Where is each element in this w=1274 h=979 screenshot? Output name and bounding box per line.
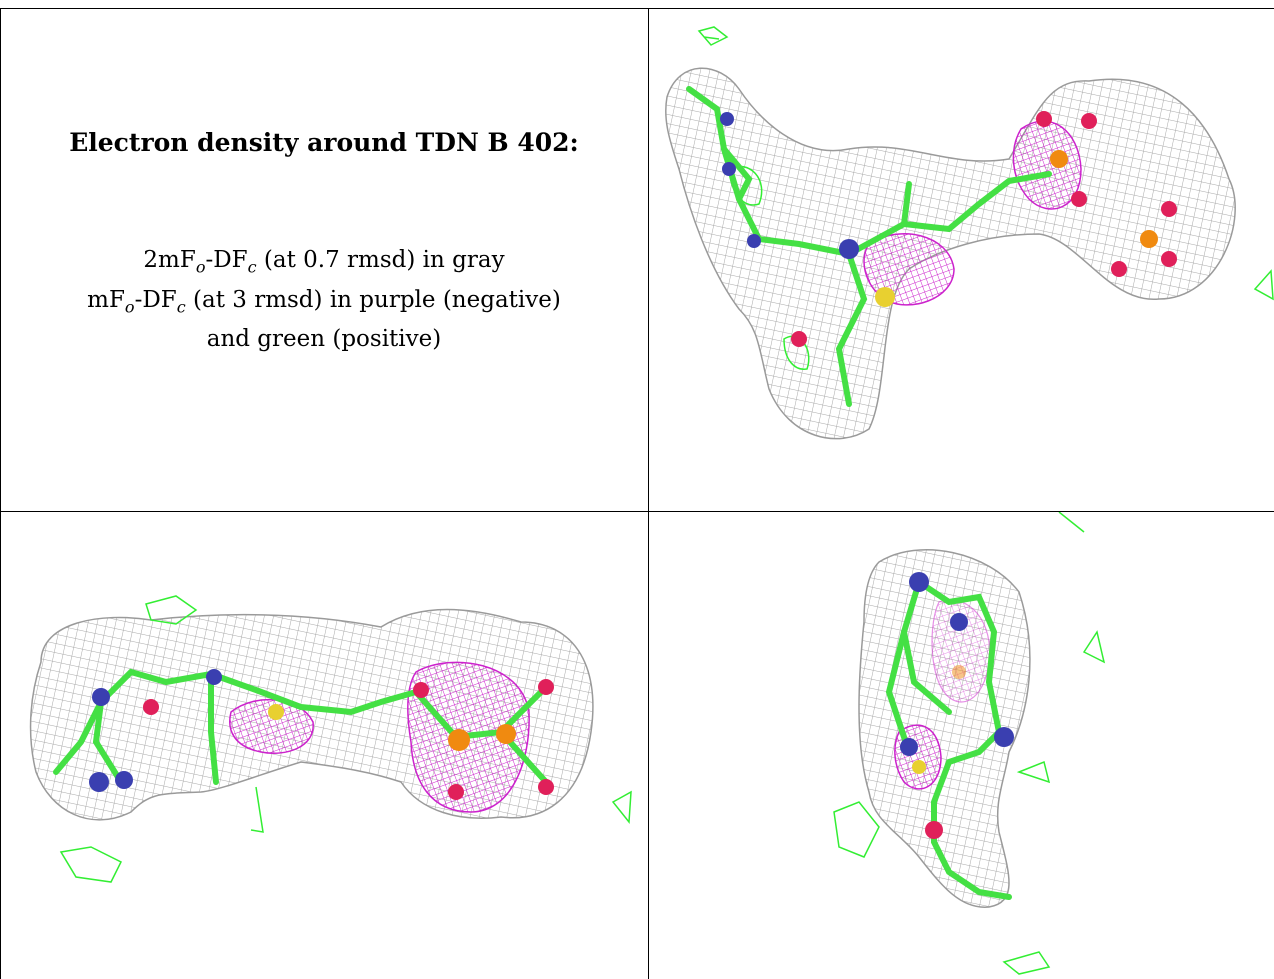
table-border-top [0, 8, 1274, 9]
green-mesh-blobs [59, 595, 632, 883]
table-border-row [0, 511, 1274, 512]
table-border-middle [648, 8, 649, 979]
atoms [89, 669, 554, 800]
legend-sub: c [247, 257, 257, 277]
legend-line-2fo: 2mFo-DFc (at 0.7 rmsd) in gray [0, 244, 648, 284]
caption-title: Electron density around TDN B 402: [69, 128, 579, 157]
purple-mesh [229, 699, 314, 754]
legend-sub: c [176, 297, 186, 317]
density-panel-bottom-right [649, 512, 1274, 979]
gray-mesh [664, 67, 1236, 440]
table-border-left [0, 8, 1, 979]
atoms [900, 572, 1014, 839]
legend-line-green: and green (positive) [206, 326, 442, 353]
legend-text: (at 0.7 rmsd) in gray [256, 247, 505, 273]
atoms [720, 111, 1177, 347]
legend-text: -DF [205, 247, 248, 273]
legend-text: 2mF [143, 247, 196, 273]
caption-cell: Electron density around TDN B 402: 2mFo-… [0, 0, 648, 511]
purple-mesh [1012, 120, 1082, 210]
density-image-side [29, 595, 632, 883]
legend-text: -DF [134, 286, 177, 313]
caption-legend: 2mFo-DFc (at 0.7 rmsd) in gray mFo-DFc (… [0, 244, 648, 356]
legend-sub: o [124, 297, 135, 317]
purple-mesh [931, 599, 991, 703]
molecule-bonds [885, 579, 1012, 900]
density-panel-bottom-left [1, 512, 648, 979]
legend-text: (at 3 rmsd) in purple (negative) [185, 286, 561, 313]
density-image-front [664, 26, 1274, 440]
molecule-bonds [686, 86, 1052, 407]
density-panel-top-right [649, 9, 1274, 511]
legend-line-fo: mFo-DFc (at 3 rmsd) in purple (negative) [0, 284, 648, 324]
legend-sub: o [195, 257, 206, 277]
density-image-end [833, 512, 1106, 975]
green-mesh-blobs [833, 512, 1106, 975]
legend-text: mF [87, 286, 125, 313]
